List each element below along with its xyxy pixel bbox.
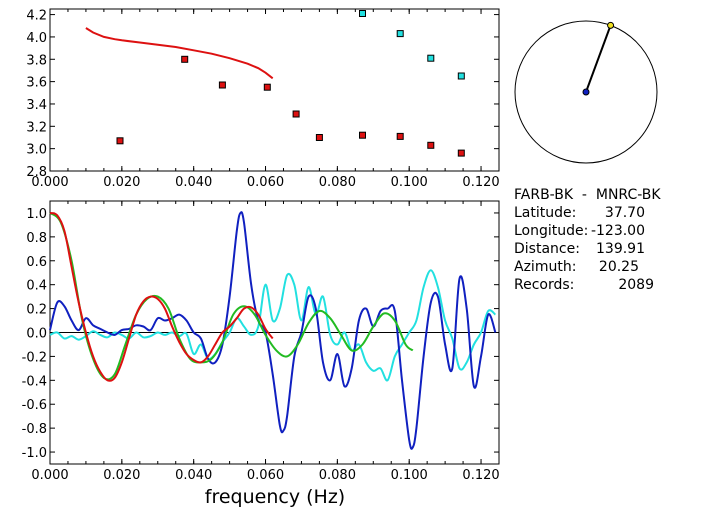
bottom-series-cyan-line [49, 269, 497, 382]
bottom-ytick-label: 0.8 [26, 231, 47, 246]
distance-value: 139.91 [596, 241, 645, 257]
bottom-xtick-label: 0.080 [319, 468, 356, 483]
latitude-label: Latitude: [514, 205, 576, 221]
bottom-xtick-label: 0.000 [31, 468, 68, 483]
top-red-point [359, 131, 366, 139]
top-panel-ticks: 0.000 0.020 0.040 0.060 0.080 0.100 0.120 2.8 3.… [26, 9, 499, 190]
distance-label: Distance: [514, 241, 580, 257]
bottom-xtick-label: 0.120 [462, 468, 499, 483]
top-xtick-label: 0.060 [247, 175, 284, 190]
records-value: 2089 [618, 277, 654, 293]
longitude-value: -123.00 [591, 223, 645, 239]
top-cyan-point [359, 10, 366, 17]
azimuth-needle [585, 25, 612, 93]
azimuth-center-dot [582, 88, 590, 96]
top-xtick-label: 0.120 [462, 175, 499, 190]
bottom-ytick-label: -0.8 [22, 422, 47, 437]
bottom-xtick-label: 0.100 [391, 468, 428, 483]
top-xtick-label: 0.020 [103, 175, 140, 190]
azimuth-circle [514, 20, 658, 164]
bottom-series-red-line [49, 212, 274, 382]
bottom-ytick-label: 0.2 [26, 303, 47, 318]
station-info: FARB-BK - MNRC-BK Latitude: 37.70 Longit… [514, 187, 661, 293]
azimuth-label: Azimuth: [514, 259, 576, 275]
top-panel-frame [49, 8, 500, 172]
top-xtick-label: 0.100 [391, 175, 428, 190]
top-cyan-point [396, 30, 404, 38]
top-ytick-label: 4.0 [26, 31, 47, 46]
bottom-xtick-label: 0.040 [175, 468, 212, 483]
bottom-ytick-label: -1.0 [22, 446, 47, 461]
top-red-point [218, 81, 226, 89]
bottom-xtick-label: 0.060 [247, 468, 284, 483]
top-red-point [315, 134, 323, 141]
top-ytick-label: 4.2 [26, 9, 47, 24]
bottom-xtick-label: 0.020 [103, 468, 140, 483]
bottom-ytick-label: 0.4 [26, 279, 47, 294]
top-ytick-label: 3.4 [26, 98, 47, 113]
top-ytick-label: 3.6 [26, 76, 47, 91]
longitude-label: Longitude: [514, 223, 588, 239]
top-red-point [292, 110, 300, 118]
records-label: Records: [514, 277, 574, 293]
top-red-point [181, 55, 189, 63]
bottom-ytick-label: 0.6 [26, 255, 47, 270]
latitude-value: 37.70 [605, 205, 645, 221]
bottom-ytick-label: 1.0 [26, 207, 47, 222]
top-red-point [116, 137, 124, 145]
station-pair: FARB-BK - MNRC-BK [514, 187, 661, 203]
azimuth-needle-tip [607, 21, 615, 29]
azimuth-value: 20.25 [599, 259, 639, 275]
top-ytick-label: 2.8 [26, 165, 47, 180]
bottom-ytick-label: -0.6 [22, 398, 47, 413]
top-xtick-label: 0.080 [319, 175, 356, 190]
bottom-panel-ticks: 0.000 0.020 0.040 0.060 0.080 0.100 0.120 1.0 0.… [22, 201, 500, 483]
top-xtick-label: 0.000 [31, 175, 68, 190]
top-ytick-label: 3.2 [26, 120, 47, 135]
bottom-series-green-line [49, 212, 414, 381]
top-xtick-label: 0.040 [175, 175, 212, 190]
top-red-point [427, 141, 435, 149]
top-ytick-label: 3.0 [26, 143, 47, 158]
top-cyan-point [427, 54, 435, 62]
bottom-ytick-label: 0.0 [26, 327, 47, 342]
bottom-ytick-label: -0.4 [22, 374, 47, 389]
top-red-point [457, 149, 465, 157]
top-red-point [263, 83, 271, 91]
x-axis-label: frequency (Hz) [205, 486, 345, 508]
top-cyan-point [457, 72, 465, 80]
bottom-ytick-label: -0.2 [22, 350, 47, 365]
bottom-series-blue-line [49, 211, 497, 450]
top-ytick-label: 3.8 [26, 53, 47, 68]
bottom-panel-marks [49, 211, 497, 450]
top-panel-marks [85, 10, 465, 157]
top-series-red-line [85, 27, 274, 80]
top-red-point [396, 132, 404, 140]
azimuth-compass [514, 20, 658, 164]
